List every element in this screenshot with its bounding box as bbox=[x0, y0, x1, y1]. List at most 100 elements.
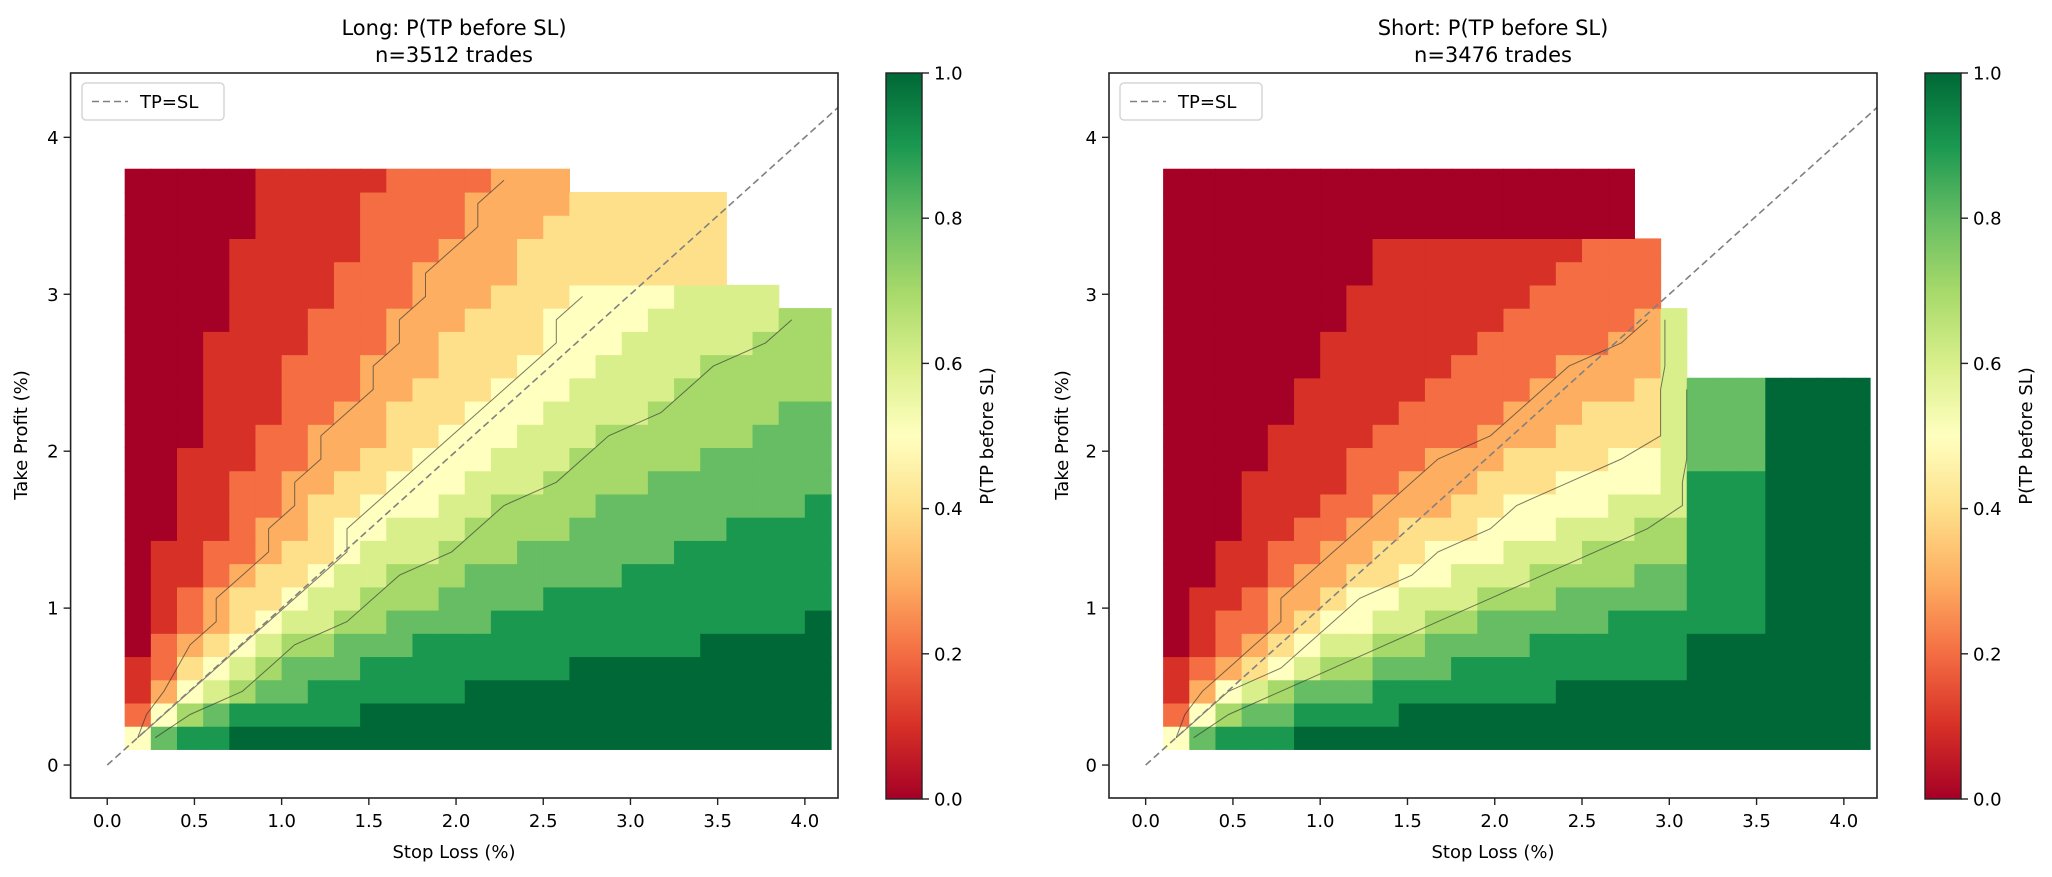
heatmap-cell bbox=[543, 540, 571, 565]
heatmap-cell bbox=[1503, 308, 1531, 332]
heatmap-cell bbox=[281, 238, 309, 263]
heatmap-cell bbox=[1634, 702, 1662, 727]
heatmap-cell bbox=[1791, 424, 1819, 449]
heatmap-cell bbox=[1739, 702, 1766, 727]
heatmap-cell bbox=[1189, 331, 1217, 356]
heatmap-cell bbox=[1843, 517, 1871, 541]
heatmap-cell bbox=[1686, 540, 1714, 565]
heatmap-cell bbox=[778, 517, 806, 541]
heatmap-cell bbox=[543, 424, 571, 449]
heatmap-cell bbox=[307, 308, 335, 332]
heatmap-cell bbox=[333, 702, 361, 727]
heatmap-cell bbox=[229, 261, 257, 286]
heatmap-cell bbox=[1817, 563, 1845, 588]
heatmap-cell bbox=[621, 261, 649, 286]
heatmap-cell bbox=[569, 517, 597, 541]
heatmap-cell bbox=[1503, 517, 1531, 541]
heatmap-cell bbox=[124, 400, 152, 425]
heatmap-cell bbox=[360, 308, 387, 332]
x-tick-label: 0.0 bbox=[1131, 811, 1160, 832]
heatmap-cell bbox=[412, 517, 440, 541]
heatmap-cell bbox=[1451, 702, 1478, 727]
heatmap-cell bbox=[1660, 447, 1688, 472]
heatmap-cell bbox=[1294, 679, 1321, 704]
heatmap-cell bbox=[1582, 331, 1609, 356]
heatmap-cell bbox=[674, 308, 701, 332]
heatmap-cell bbox=[1215, 215, 1243, 240]
heatmap-cell bbox=[1660, 331, 1688, 356]
heatmap-cell bbox=[1163, 377, 1190, 402]
heatmap-cell bbox=[1660, 400, 1688, 425]
y-tick-label: 3 bbox=[1086, 285, 1097, 306]
heatmap-cell bbox=[804, 377, 832, 402]
colorbar-tick-label: 1.0 bbox=[934, 64, 963, 85]
heatmap-cell bbox=[700, 563, 727, 588]
contour-line bbox=[1175, 319, 1648, 738]
heatmap-cell bbox=[150, 517, 178, 541]
heatmap-cell bbox=[255, 238, 283, 263]
heatmap-cell bbox=[1477, 633, 1505, 658]
heatmap-cell bbox=[1294, 308, 1321, 332]
heatmap-cell bbox=[1582, 470, 1609, 495]
heatmap-cell bbox=[1817, 702, 1845, 727]
heatmap-cell bbox=[1686, 633, 1714, 658]
heatmap-cell bbox=[307, 354, 335, 379]
heatmap-cell bbox=[543, 656, 571, 681]
heatmap-cell bbox=[621, 517, 649, 541]
y-tick-label: 1 bbox=[1086, 599, 1097, 620]
heatmap-cell bbox=[176, 331, 204, 356]
heatmap-cell bbox=[1398, 540, 1426, 565]
heatmap-cell bbox=[804, 331, 832, 356]
heatmap-cell bbox=[752, 424, 780, 449]
plot-frame bbox=[1108, 72, 1878, 799]
heatmap-cell bbox=[1294, 238, 1321, 263]
heatmap-cell bbox=[1294, 191, 1321, 216]
heatmap-cell bbox=[307, 377, 335, 402]
heatmap-cell bbox=[1320, 331, 1347, 356]
heatmap-cell bbox=[1424, 331, 1452, 356]
heatmap-cell bbox=[1451, 308, 1478, 332]
heatmap-cell bbox=[438, 470, 466, 495]
heatmap-cell bbox=[517, 726, 544, 750]
heatmap-cell bbox=[1424, 377, 1452, 402]
heatmap-cell bbox=[1529, 284, 1557, 309]
heatmap-cell bbox=[464, 726, 492, 750]
heatmap-cell bbox=[1686, 377, 1714, 402]
heatmap-cell bbox=[1529, 191, 1557, 216]
heatmap-cell bbox=[203, 679, 230, 704]
x-axis-ticks: 0.0 0.5 1.0 1.5 2.0 2.5 3.0 3.5 4.0 bbox=[1131, 798, 1858, 832]
heatmap-cell bbox=[1163, 493, 1190, 518]
heatmap-cell bbox=[1608, 308, 1635, 332]
heatmap-cell bbox=[464, 470, 492, 495]
heatmap-cell bbox=[1503, 726, 1531, 750]
heatmap-cell bbox=[124, 493, 152, 518]
heatmap-cell bbox=[1791, 656, 1819, 681]
heatmap-cell bbox=[1163, 215, 1190, 240]
heatmap-cell bbox=[1267, 633, 1295, 658]
heatmap-cell bbox=[752, 284, 780, 309]
heatmap-cell bbox=[778, 610, 806, 634]
heatmap-cell bbox=[176, 400, 204, 425]
heatmap-cell bbox=[1817, 656, 1845, 681]
heatmap-cell bbox=[1215, 493, 1243, 518]
y-tick-label: 0 bbox=[47, 756, 58, 777]
heatmap-cell bbox=[1241, 726, 1269, 750]
heatmap-cell bbox=[281, 215, 309, 240]
heatmap-cell bbox=[176, 493, 204, 518]
heatmap-cell bbox=[1843, 679, 1871, 704]
heatmap-cell bbox=[1451, 633, 1478, 658]
heatmap-cell bbox=[1215, 354, 1243, 379]
heatmap-cell bbox=[464, 633, 492, 658]
heatmap-cell bbox=[1320, 168, 1347, 193]
heatmap-cell bbox=[647, 424, 675, 449]
heatmap-cell bbox=[1503, 702, 1531, 727]
heatmap-cell bbox=[412, 215, 440, 240]
heatmap-cell bbox=[464, 656, 492, 681]
heatmap-cell bbox=[1267, 261, 1295, 286]
heatmap-cell bbox=[543, 354, 571, 379]
heatmap-cell bbox=[1451, 331, 1478, 356]
colorbar: 0.0 0.2 0.4 0.6 0.8 1.0 P(TP before SL) bbox=[1924, 64, 2037, 811]
heatmap-cell bbox=[726, 656, 754, 681]
heatmap-cell bbox=[1582, 354, 1609, 379]
heatmap-cell bbox=[1843, 726, 1871, 750]
